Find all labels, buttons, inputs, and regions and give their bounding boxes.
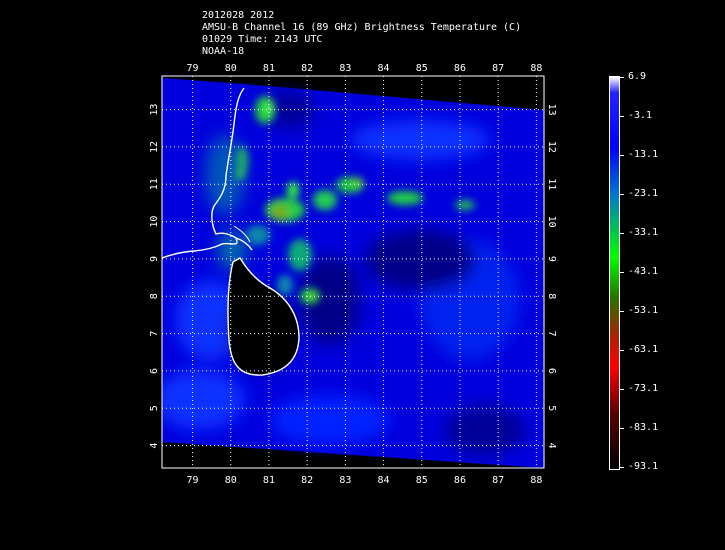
lon-tick-label-bottom: 80 [225, 475, 237, 486]
swath-image [162, 78, 544, 468]
colorbar-label: -53.1 [628, 305, 659, 316]
header-time: 01029 Time: 2143 UTC [202, 34, 323, 45]
lat-tick-label-right: 8 [546, 293, 557, 299]
lon-tick-label-top: 88 [530, 63, 542, 74]
colorbar [609, 76, 620, 470]
colorbar-tick [619, 389, 624, 390]
lon-tick-label-bottom: 84 [378, 475, 390, 486]
lat-tick-label-left: 10 [149, 216, 160, 228]
lon-tick-label-bottom: 88 [530, 475, 542, 486]
colorbar-tick [619, 155, 624, 156]
lat-lon-grid [162, 76, 544, 468]
lat-tick-label-right: 11 [546, 178, 557, 190]
lat-tick-label-right: 10 [546, 216, 557, 228]
plot-header: 2012028 2012 AMSU-B Channel 16 (89 GHz) … [202, 10, 521, 58]
lat-tick-label-left: 12 [149, 141, 160, 153]
lon-tick-label-bottom: 81 [263, 475, 275, 486]
lat-tick-label-left: 11 [149, 178, 160, 190]
lat-tick-label-right: 4 [546, 443, 557, 449]
colorbar-tick [619, 272, 624, 273]
lon-tick-label-bottom: 82 [301, 475, 313, 486]
map-frame [161, 75, 545, 469]
lat-tick-label-left: 6 [149, 368, 160, 374]
colorbar-label: -3.1 [628, 110, 653, 121]
lon-tick-label-top: 83 [339, 63, 351, 74]
lon-tick-label-top: 82 [301, 63, 313, 74]
lat-tick-label-left: 5 [149, 405, 160, 411]
colorbar-label: -33.1 [628, 227, 659, 238]
lon-tick-label-top: 80 [225, 63, 237, 74]
lat-tick-label-right: 6 [546, 368, 557, 374]
colorbar-tick [619, 116, 624, 117]
lat-tick-label-right: 5 [546, 405, 557, 411]
lon-tick-label-top: 79 [187, 63, 199, 74]
lat-tick-label-left: 4 [149, 443, 160, 449]
colorbar-label: -83.1 [628, 422, 659, 433]
axis-ticks: 7979808081818282838384848585868687878888… [149, 63, 557, 486]
lat-tick-label-left: 13 [149, 104, 160, 116]
colorbar-tick [619, 428, 624, 429]
lon-tick-label-top: 85 [416, 63, 428, 74]
lat-tick-label-right: 12 [546, 141, 557, 153]
colorbar-tick [619, 77, 624, 78]
colorbar-label: -93.1 [628, 461, 659, 472]
header-satellite: NOAA-18 [202, 46, 245, 57]
lon-tick-label-bottom: 87 [492, 475, 504, 486]
colorbar-tick [619, 467, 624, 468]
colorbar-label: -73.1 [628, 383, 659, 394]
lat-tick-label-right: 9 [546, 256, 557, 262]
colorbar-label: -13.1 [628, 149, 659, 160]
lon-tick-label-top: 86 [454, 63, 466, 74]
header-date: 2012028 2012 [202, 10, 275, 21]
header-title: AMSU-B Channel 16 (89 GHz) Brightness Te… [202, 22, 522, 33]
colorbar-label: -43.1 [628, 266, 659, 277]
lat-tick-label-left: 8 [149, 293, 160, 299]
lon-tick-label-top: 87 [492, 63, 504, 74]
colorbar-label: -63.1 [628, 344, 659, 355]
lon-tick-label-top: 81 [263, 63, 275, 74]
colorbar-label: -23.1 [628, 188, 659, 199]
lon-tick-label-top: 84 [378, 63, 390, 74]
colorbar-label: 6.9 [628, 71, 647, 82]
lon-tick-label-bottom: 85 [416, 475, 428, 486]
colorbar-tick [619, 233, 624, 234]
lon-tick-label-bottom: 86 [454, 475, 466, 486]
lon-tick-label-bottom: 83 [339, 475, 351, 486]
lat-tick-label-right: 13 [546, 104, 557, 116]
lon-tick-label-bottom: 79 [187, 475, 199, 486]
lat-tick-label-left: 7 [149, 331, 160, 337]
colorbar-tick [619, 194, 624, 195]
lat-tick-label-right: 7 [546, 331, 557, 337]
lat-tick-label-left: 9 [149, 256, 160, 262]
colorbar-tick [619, 311, 624, 312]
colorbar-tick [619, 350, 624, 351]
